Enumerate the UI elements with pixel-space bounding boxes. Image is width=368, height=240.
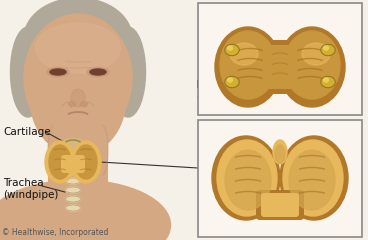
Ellipse shape — [217, 140, 277, 216]
FancyBboxPatch shape — [48, 119, 108, 221]
Text: © Healthwise, Incorporated: © Healthwise, Incorporated — [2, 228, 108, 237]
Ellipse shape — [47, 67, 69, 77]
Ellipse shape — [66, 205, 81, 211]
Ellipse shape — [31, 45, 125, 155]
Text: Trachea
(windpipe): Trachea (windpipe) — [3, 178, 59, 200]
Ellipse shape — [321, 77, 335, 88]
Ellipse shape — [227, 46, 233, 50]
Bar — [198, 3, 362, 115]
Ellipse shape — [49, 145, 71, 179]
Ellipse shape — [273, 140, 287, 164]
Ellipse shape — [280, 136, 348, 220]
Ellipse shape — [24, 14, 132, 142]
Ellipse shape — [225, 77, 239, 88]
Ellipse shape — [66, 196, 81, 202]
Ellipse shape — [50, 69, 66, 75]
Ellipse shape — [283, 140, 343, 216]
Text: Cartilage: Cartilage — [3, 127, 51, 137]
Ellipse shape — [225, 150, 271, 210]
Ellipse shape — [322, 46, 334, 54]
Ellipse shape — [230, 43, 258, 65]
Ellipse shape — [226, 46, 238, 54]
Ellipse shape — [0, 180, 170, 240]
Ellipse shape — [68, 102, 75, 107]
Ellipse shape — [110, 27, 145, 117]
Ellipse shape — [284, 31, 340, 99]
Ellipse shape — [275, 145, 285, 163]
Ellipse shape — [24, 0, 132, 78]
Ellipse shape — [226, 78, 238, 86]
Ellipse shape — [75, 145, 97, 179]
Ellipse shape — [323, 46, 329, 50]
Ellipse shape — [81, 102, 88, 107]
Ellipse shape — [66, 169, 81, 175]
Ellipse shape — [212, 136, 280, 220]
Ellipse shape — [279, 27, 345, 107]
Ellipse shape — [227, 78, 233, 82]
Ellipse shape — [215, 27, 281, 107]
Ellipse shape — [62, 138, 84, 152]
Ellipse shape — [90, 69, 106, 75]
Ellipse shape — [87, 67, 109, 77]
Ellipse shape — [66, 178, 81, 184]
Ellipse shape — [322, 78, 334, 86]
Ellipse shape — [11, 27, 46, 117]
Ellipse shape — [66, 187, 81, 193]
Ellipse shape — [323, 78, 329, 82]
Ellipse shape — [225, 44, 239, 55]
Ellipse shape — [220, 31, 276, 99]
Bar — [198, 120, 362, 237]
Ellipse shape — [71, 141, 101, 183]
Text: Parathyroid
glands: Parathyroid glands — [196, 80, 256, 102]
Ellipse shape — [289, 150, 335, 210]
FancyBboxPatch shape — [259, 45, 301, 89]
FancyBboxPatch shape — [261, 193, 299, 217]
Ellipse shape — [302, 43, 330, 65]
Text: Thyroid
(back view): Thyroid (back view) — [200, 6, 260, 28]
FancyBboxPatch shape — [61, 155, 85, 173]
Ellipse shape — [35, 23, 120, 73]
Ellipse shape — [321, 44, 335, 55]
FancyBboxPatch shape — [254, 40, 306, 94]
Text: Thyroid
(front view): Thyroid (front view) — [200, 196, 260, 218]
FancyBboxPatch shape — [256, 190, 304, 220]
Ellipse shape — [58, 119, 98, 137]
Ellipse shape — [71, 89, 85, 107]
Ellipse shape — [45, 141, 75, 183]
